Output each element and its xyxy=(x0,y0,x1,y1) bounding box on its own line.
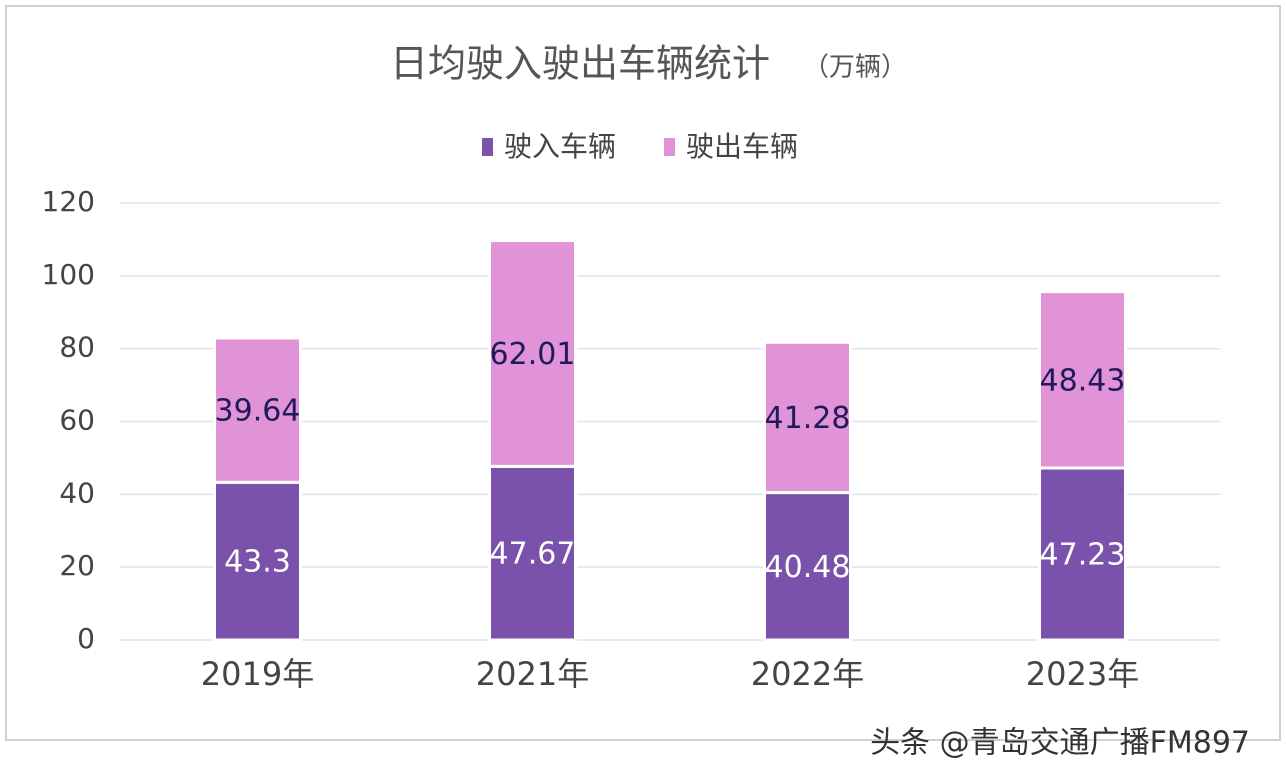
bar-segment xyxy=(763,340,852,495)
chart-title: 日均驶入驶出车辆统计 xyxy=(390,42,770,86)
bar-segment xyxy=(763,491,852,642)
data-label: 47.67 xyxy=(490,537,576,572)
bar-segment xyxy=(488,464,577,642)
y-tick-label: 100 xyxy=(42,258,95,291)
legend-label: 驶出车辆 xyxy=(686,130,798,163)
y-tick-label: 40 xyxy=(59,476,95,509)
legend-swatch xyxy=(482,138,493,156)
data-label: 40.48 xyxy=(765,550,851,585)
data-label: 43.3 xyxy=(224,545,291,580)
y-tick-label: 0 xyxy=(77,622,95,655)
data-label: 39.64 xyxy=(215,394,301,429)
legend-swatch xyxy=(664,138,676,156)
x-tick-label: 2022年 xyxy=(751,655,864,693)
y-tick-label: 80 xyxy=(59,331,95,364)
y-tick-label: 20 xyxy=(59,549,95,582)
bar-segment xyxy=(213,336,302,484)
data-label: 41.28 xyxy=(765,401,851,436)
bar-segment xyxy=(1038,290,1127,470)
x-tick-label: 2019年 xyxy=(201,655,314,693)
legend-label: 驶入车辆 xyxy=(504,130,616,163)
bar-segment xyxy=(488,239,577,468)
chart-unit: （万辆） xyxy=(803,53,907,83)
x-tick-label: 2023年 xyxy=(1026,655,1139,693)
y-tick-label: 60 xyxy=(59,404,95,437)
watermark: 头条 @青岛交通广播FM897 xyxy=(870,726,1250,761)
bar-segment xyxy=(1038,466,1127,642)
bar-segment xyxy=(213,480,302,642)
data-label: 48.43 xyxy=(1040,363,1126,398)
data-label: 47.23 xyxy=(1040,538,1126,573)
data-label: 62.01 xyxy=(490,337,576,372)
x-tick-label: 2021年 xyxy=(476,655,589,693)
y-tick-label: 120 xyxy=(42,185,95,218)
